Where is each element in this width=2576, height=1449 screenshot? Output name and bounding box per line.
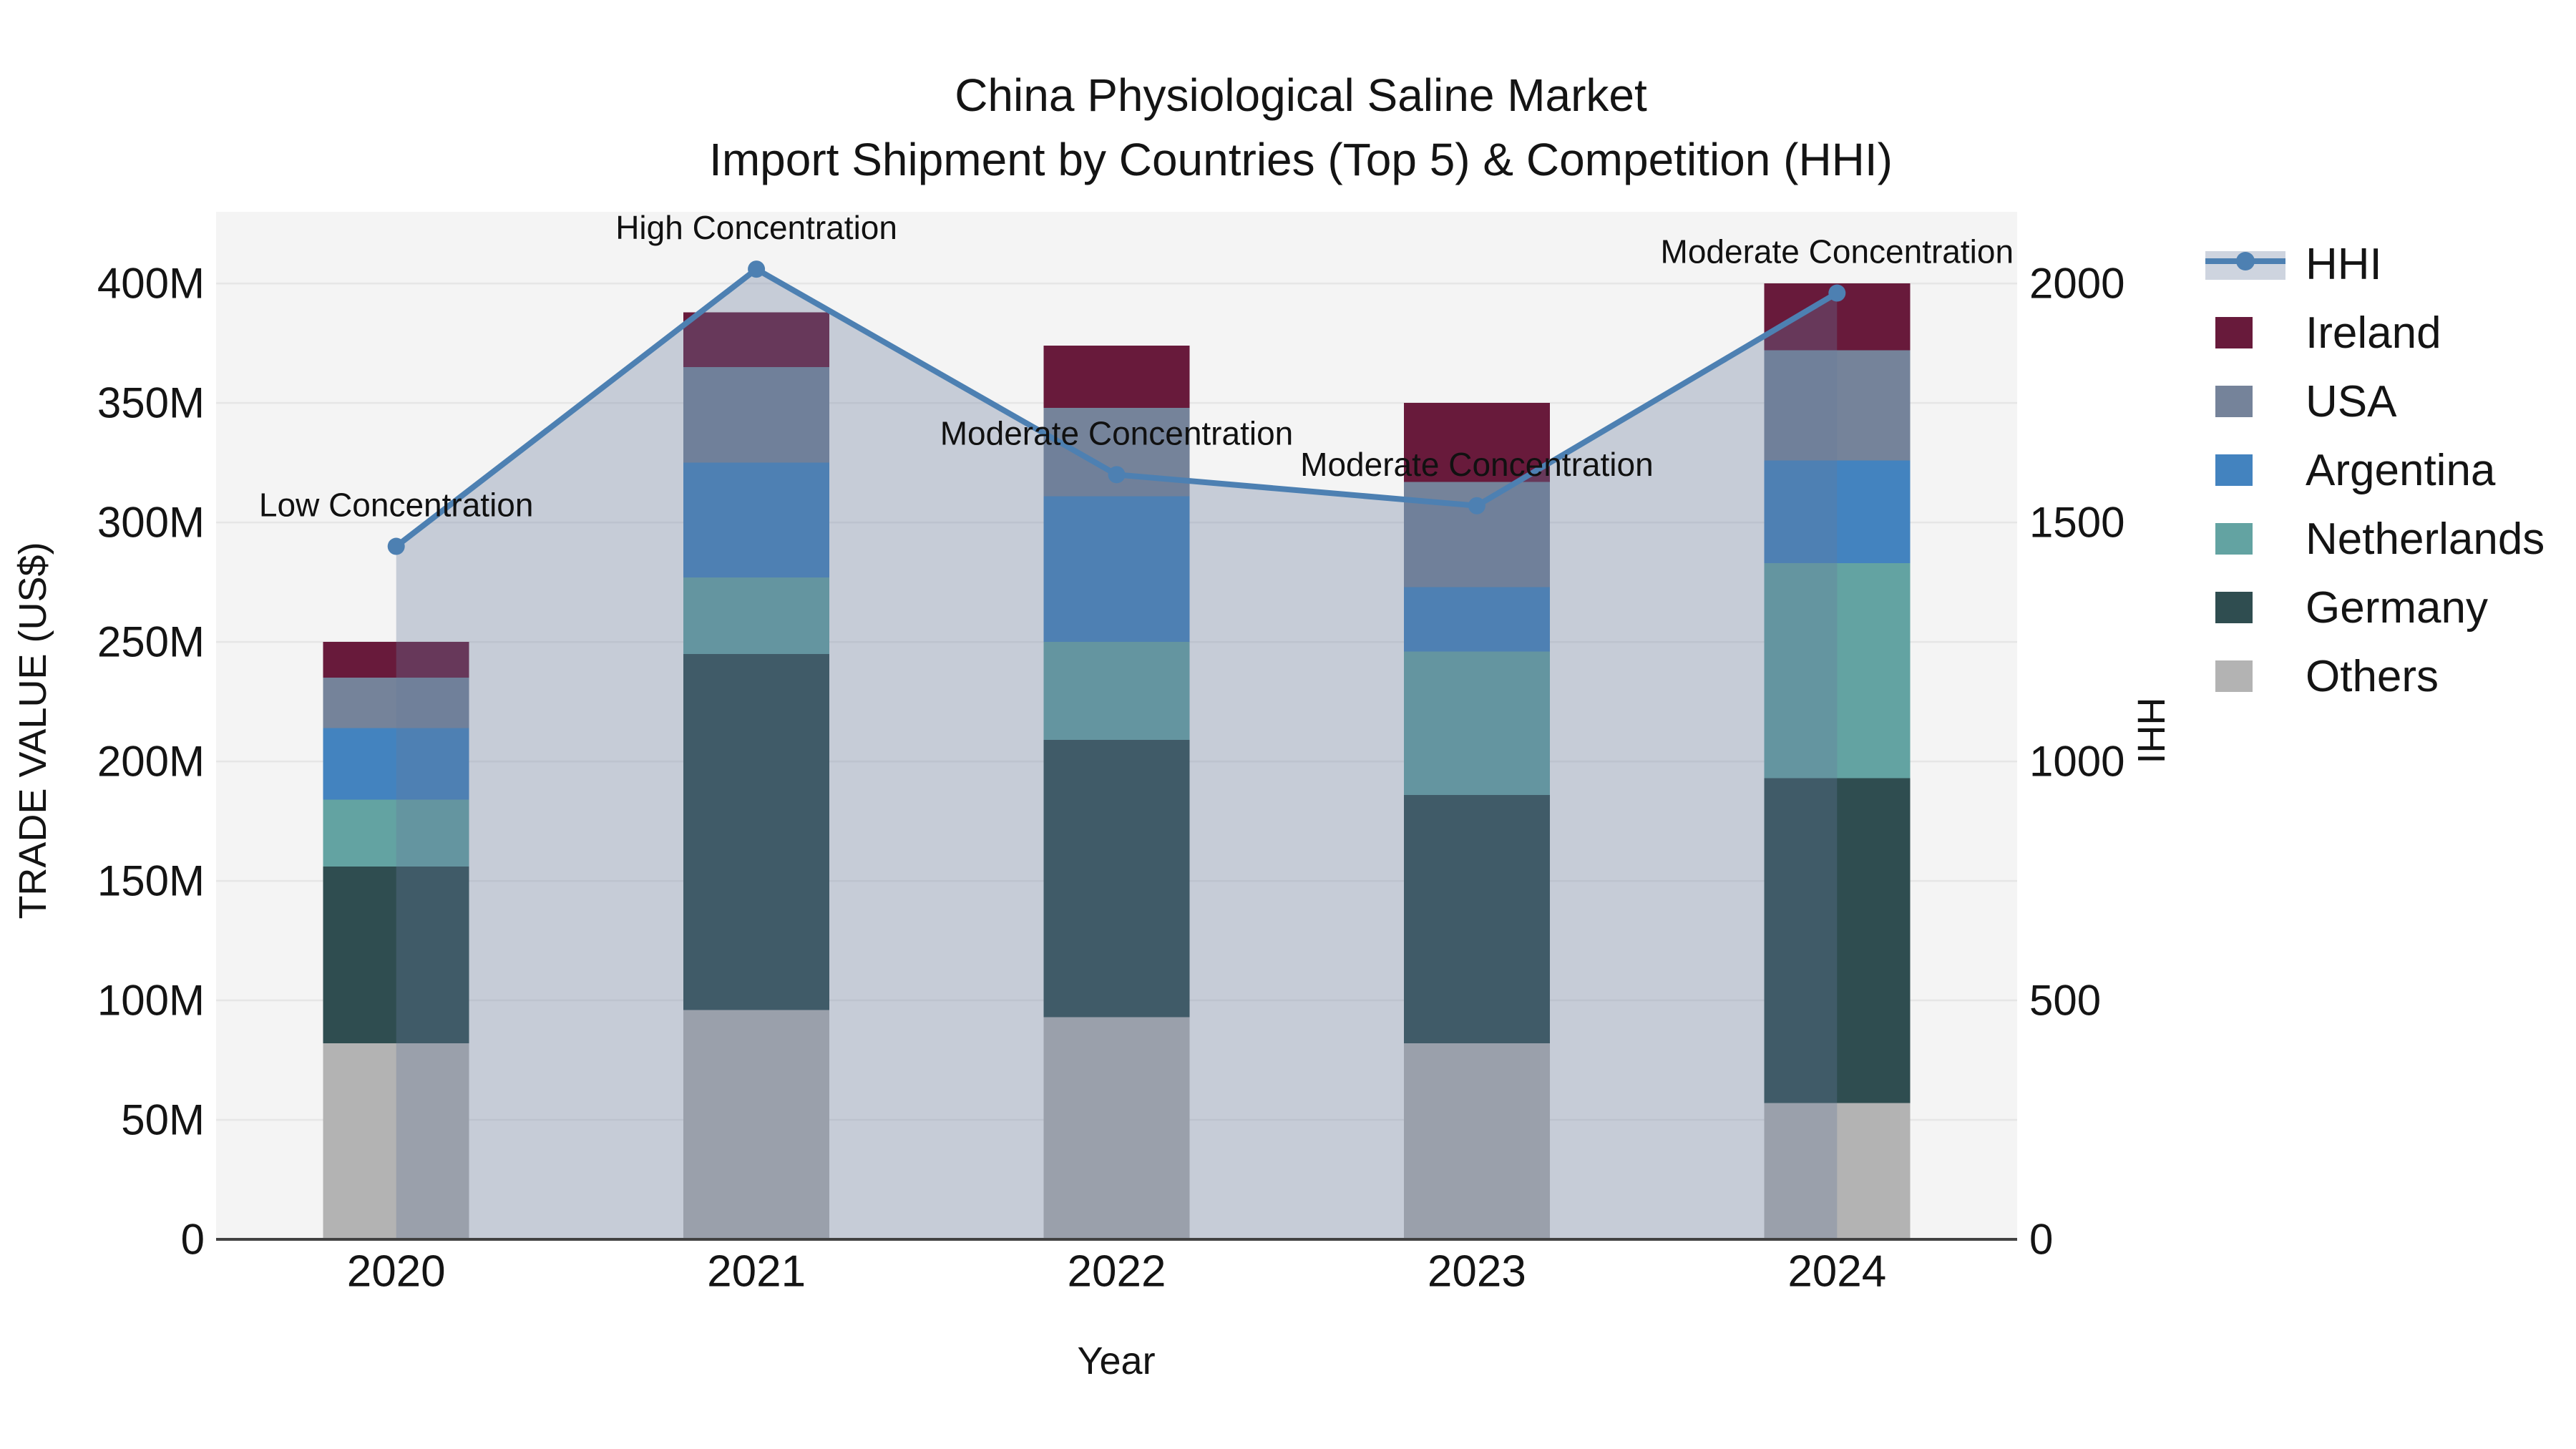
y-left-tick-label: 400M bbox=[97, 260, 205, 308]
bar-segment-ireland-2023 bbox=[1403, 403, 1550, 482]
y-right-tick-label: 0 bbox=[2029, 1216, 2053, 1264]
usa-swatch-icon bbox=[2215, 386, 2253, 417]
bar-segment-ireland-2022 bbox=[1043, 346, 1190, 408]
y-right-tick-label: 500 bbox=[2029, 977, 2101, 1025]
bar-segment-germany-2020 bbox=[323, 867, 469, 1044]
y-right-tick-label: 1000 bbox=[2029, 738, 2124, 786]
bar-segment-others-2023 bbox=[1403, 1043, 1550, 1239]
legend-label: Ireland bbox=[2306, 308, 2441, 358]
x-tick-label-2024: 2024 bbox=[1787, 1247, 1886, 1297]
bar-segment-netherlands-2023 bbox=[1403, 651, 1550, 795]
bar-segment-netherlands-2020 bbox=[323, 799, 469, 867]
y-right-tick-label: 2000 bbox=[2029, 260, 2124, 308]
bar-segment-argentina-2021 bbox=[683, 462, 830, 577]
x-axis-label: Year bbox=[1077, 1340, 1156, 1382]
bar-segment-argentina-2023 bbox=[1403, 587, 1550, 652]
others-swatch-icon bbox=[2215, 660, 2253, 692]
y-left-tick-label: 350M bbox=[97, 379, 205, 427]
legend-item-ireland: Ireland bbox=[2205, 306, 2545, 359]
y-left-tick-label: 150M bbox=[97, 857, 205, 905]
argentina-swatch-icon bbox=[2215, 454, 2253, 486]
chart-title-line2: Import Shipment by Countries (Top 5) & C… bbox=[709, 134, 1893, 185]
bar-segment-usa-2020 bbox=[323, 678, 469, 728]
hhi-line-swatch-icon bbox=[2205, 248, 2285, 280]
netherlands-swatch-icon bbox=[2215, 523, 2253, 555]
y-right-tick-label: 1500 bbox=[2029, 499, 2124, 547]
bar-segment-argentina-2020 bbox=[323, 728, 469, 800]
legend-label: Argentina bbox=[2306, 445, 2496, 495]
annotation-2022: Moderate Concentration bbox=[940, 414, 1294, 452]
y-left-tick-label: 200M bbox=[97, 738, 205, 786]
bar-segment-ireland-2020 bbox=[323, 642, 469, 678]
bar-segment-others-2022 bbox=[1043, 1017, 1190, 1239]
bar-segment-ireland-2021 bbox=[683, 312, 830, 368]
legend-label: Others bbox=[2306, 651, 2439, 701]
legend-label: HHI bbox=[2306, 239, 2382, 289]
hhi-marker-2022 bbox=[1108, 466, 1126, 484]
legend-label: USA bbox=[2306, 376, 2397, 426]
bar-segment-others-2021 bbox=[683, 1010, 830, 1239]
annotation-2023: Moderate Concentration bbox=[1300, 446, 1654, 483]
legend-item-usa: USA bbox=[2205, 375, 2545, 428]
legend-item-germany: Germany bbox=[2205, 581, 2545, 634]
hhi-marker-2021 bbox=[748, 260, 766, 278]
x-tick-label-2023: 2023 bbox=[1428, 1247, 1526, 1297]
y-axis-label-right: HHI bbox=[2129, 697, 2172, 764]
hhi-marker-2024 bbox=[1828, 284, 1846, 302]
bar-segment-netherlands-2022 bbox=[1043, 642, 1190, 741]
bar-segment-argentina-2022 bbox=[1043, 496, 1190, 643]
y-left-tick-label: 0 bbox=[181, 1216, 205, 1264]
legend: HHI Ireland USA Argentina Netherlands Ge… bbox=[2205, 238, 2545, 703]
x-tick-label-2020: 2020 bbox=[347, 1247, 446, 1297]
y-left-tick-label: 250M bbox=[97, 618, 205, 666]
legend-item-hhi: HHI bbox=[2205, 238, 2545, 291]
annotation-2020: Low Concentration bbox=[259, 487, 534, 524]
bar-segment-germany-2024 bbox=[1764, 778, 1911, 1103]
bar-segment-argentina-2024 bbox=[1764, 460, 1911, 563]
y-left-tick-label: 100M bbox=[97, 977, 205, 1025]
legend-label: Germany bbox=[2306, 582, 2488, 633]
bar-segment-usa-2021 bbox=[683, 367, 830, 463]
legend-item-argentina: Argentina bbox=[2205, 444, 2545, 497]
legend-item-netherlands: Netherlands bbox=[2205, 512, 2545, 565]
x-tick-label-2022: 2022 bbox=[1068, 1247, 1166, 1297]
y-left-tick-label: 300M bbox=[97, 499, 205, 547]
bar-segment-germany-2023 bbox=[1403, 794, 1550, 1044]
bar-segment-others-2020 bbox=[323, 1043, 469, 1239]
ireland-swatch-icon bbox=[2215, 317, 2253, 348]
germany-swatch-icon bbox=[2215, 592, 2253, 623]
y-axis-label-left: TRADE VALUE (US$) bbox=[11, 542, 54, 919]
chart-title: China Physiological Saline Market Import… bbox=[709, 63, 1893, 192]
bar-segment-others-2024 bbox=[1764, 1103, 1911, 1239]
bar-segment-germany-2021 bbox=[683, 653, 830, 1010]
bar-segment-germany-2022 bbox=[1043, 740, 1190, 1018]
bar-segment-netherlands-2024 bbox=[1764, 562, 1911, 779]
bar-segment-usa-2024 bbox=[1764, 350, 1911, 461]
bar-segment-netherlands-2021 bbox=[683, 577, 830, 654]
annotation-2024: Moderate Concentration bbox=[1661, 233, 2014, 270]
x-tick-label-2021: 2021 bbox=[707, 1247, 806, 1297]
hhi-marker-2020 bbox=[387, 537, 405, 555]
annotation-2021: High Concentration bbox=[615, 209, 897, 246]
legend-label: Netherlands bbox=[2306, 514, 2545, 564]
chart-title-line1: China Physiological Saline Market bbox=[955, 69, 1647, 121]
legend-item-others: Others bbox=[2205, 650, 2545, 703]
hhi-marker-2023 bbox=[1468, 497, 1485, 514]
y-left-tick-label: 50M bbox=[121, 1096, 205, 1144]
